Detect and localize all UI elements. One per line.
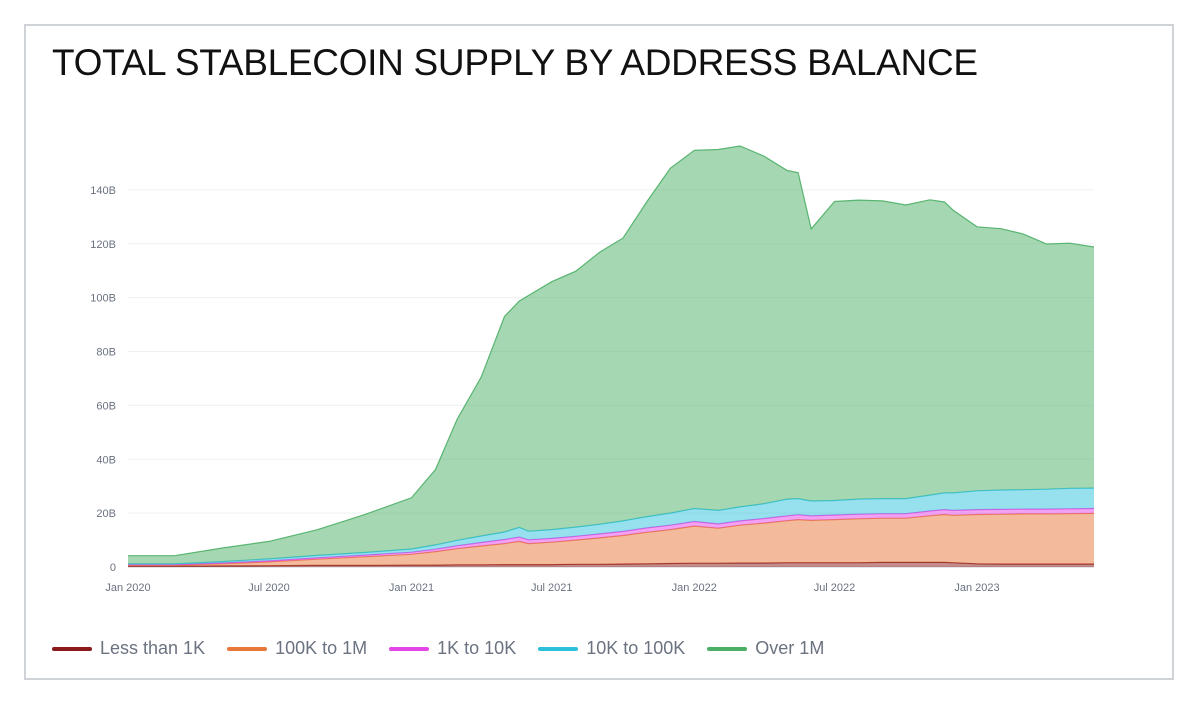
x-tick-label: Jul 2021 bbox=[531, 582, 573, 594]
legend-item[interactable]: 100K to 1M bbox=[227, 638, 367, 659]
stacked-area-chart: 0 20B 40B 60B 80B 100B 120B 140B Jan 2020 Jul 202… bbox=[90, 145, 1095, 594]
area-100k-to-1m bbox=[128, 513, 1094, 567]
chart-legend: Less than 1K 100K to 1M 1K to 10K 10K to 10… bbox=[52, 638, 846, 659]
y-tick-label: 20B bbox=[96, 508, 116, 520]
area-1k-to-10k bbox=[128, 508, 1094, 566]
chart-title: TOTAL STABLECOIN SUPPLY BY ADDRESS BALAN… bbox=[52, 42, 978, 83]
legend-item[interactable]: Less than 1K bbox=[52, 638, 205, 659]
series-line-over-1m bbox=[128, 145, 1095, 557]
y-tick-label: 140B bbox=[90, 185, 116, 197]
y-tick-label: 60B bbox=[96, 400, 116, 412]
legend-label: 10K to 100K bbox=[586, 638, 686, 658]
legend-item[interactable]: 10K to 100K bbox=[538, 638, 685, 659]
legend-label: Over 1M bbox=[755, 638, 825, 658]
legend-item[interactable]: 1K to 10K bbox=[389, 638, 516, 659]
legend-swatch bbox=[707, 646, 748, 651]
chart-card: TOTAL STABLECOIN SUPPLY BY ADDRESS BALAN… bbox=[24, 24, 1174, 680]
y-tick-label: 120B bbox=[90, 239, 116, 251]
x-tick-label: Jan 2022 bbox=[672, 582, 717, 594]
legend-swatch bbox=[52, 646, 92, 651]
legend-swatch bbox=[389, 646, 430, 651]
legend-label: 100K to 1M bbox=[275, 638, 368, 658]
legend-item[interactable]: Over 1M bbox=[707, 638, 824, 659]
area-over-1m bbox=[128, 146, 1094, 564]
y-tick-label: 80B bbox=[96, 347, 116, 359]
x-tick-label: Jan 2021 bbox=[389, 582, 434, 594]
x-tick-label: Jan 2023 bbox=[954, 582, 999, 594]
y-tick-label: 40B bbox=[96, 454, 116, 466]
y-tick-label: 100B bbox=[90, 293, 116, 305]
area-10k-to-100k bbox=[128, 488, 1094, 565]
x-tick-label: Jul 2022 bbox=[814, 582, 856, 594]
legend-swatch bbox=[227, 646, 268, 651]
y-tick-label: 0 bbox=[110, 562, 116, 574]
legend-swatch bbox=[538, 646, 579, 651]
legend-label: 1K to 10K bbox=[437, 638, 517, 658]
x-tick-label: Jan 2020 bbox=[105, 582, 150, 594]
legend-label: Less than 1K bbox=[100, 638, 206, 658]
x-tick-label: Jul 2020 bbox=[248, 582, 290, 594]
